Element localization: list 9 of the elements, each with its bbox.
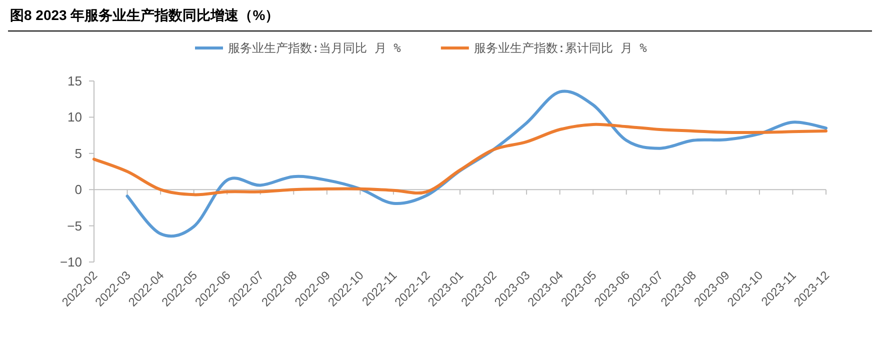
y-tick-label: −5	[67, 218, 82, 234]
y-tick-label: 10	[68, 110, 82, 125]
y-tick-label: 15	[68, 74, 82, 88]
chart-title: 图8 2023 年服务业生产指数同比增速（%）	[10, 7, 280, 23]
y-tick-label: 0	[74, 182, 82, 198]
y-tick-label: 5	[74, 146, 82, 161]
legend-label: 服务业生产指数:当月同比 月 %	[228, 41, 402, 55]
y-tick-label: −10	[60, 254, 82, 270]
legend-label: 服务业生产指数:累计同比 月 %	[474, 41, 648, 55]
